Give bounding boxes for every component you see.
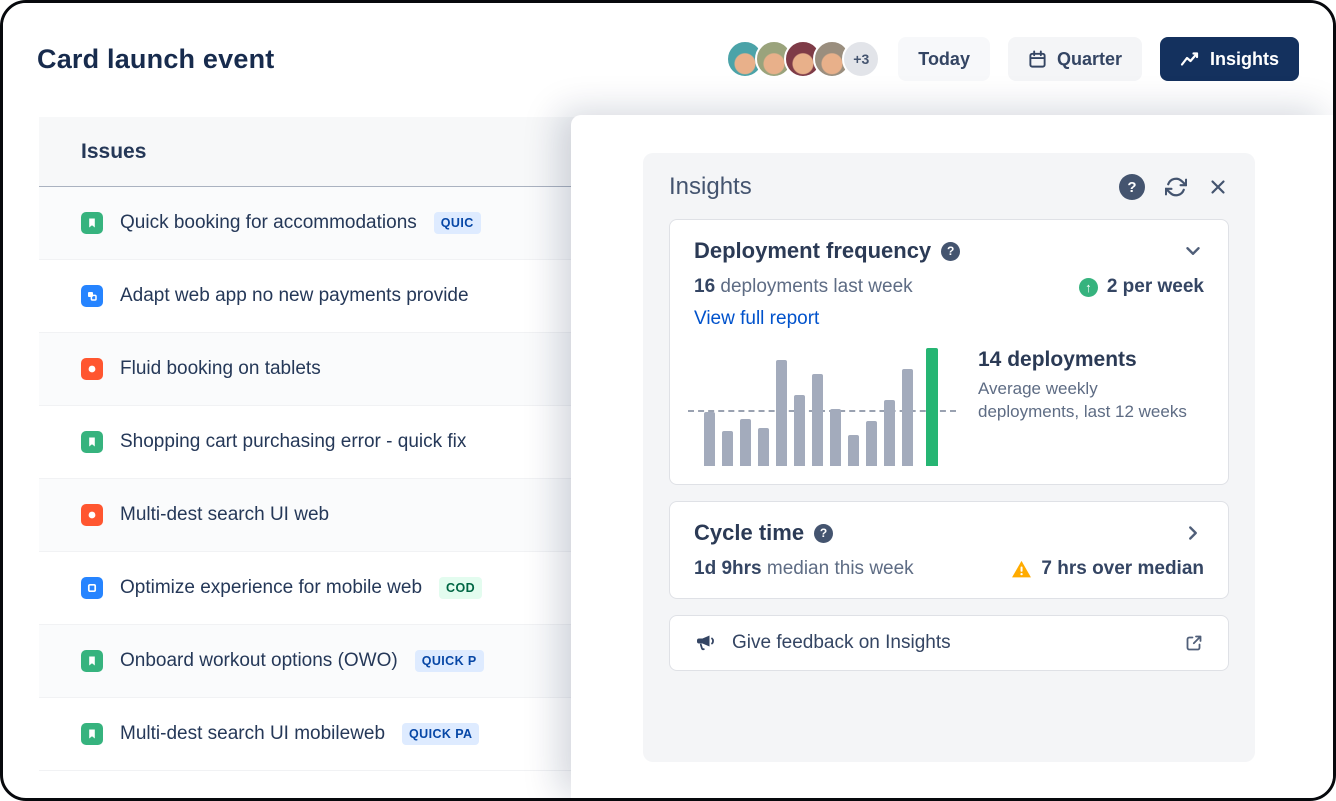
help-icon[interactable]: ?	[941, 241, 961, 261]
cycle-card-title: Cycle time	[694, 520, 805, 545]
cycle-time-card: Cycle time ? 1d 9hrs median this week	[669, 501, 1229, 599]
cycle-card-header[interactable]: Cycle time ?	[694, 520, 1204, 546]
deployment-bar	[812, 373, 823, 466]
warning-icon	[1011, 559, 1032, 580]
issue-badge: QUICK P	[414, 650, 484, 672]
insights-chart-icon	[1180, 49, 1200, 69]
view-full-report-link[interactable]: View full report	[694, 308, 820, 329]
avg-deployments-value: 14 deployments	[978, 348, 1137, 371]
issue-title: Fluid booking on tablets	[120, 358, 321, 379]
warning-label: 7 hrs over median	[1041, 558, 1204, 579]
deployment-bar	[848, 435, 859, 466]
page-title: Card launch event	[37, 43, 275, 74]
issue-badge: QUIC	[433, 212, 481, 234]
deployment-bar	[776, 359, 787, 466]
deployment-bar	[740, 418, 751, 466]
today-button[interactable]: Today	[898, 37, 990, 81]
insights-panel-title: Insights	[669, 173, 752, 200]
deployment-card-title: Deployment frequency	[694, 238, 932, 263]
insights-button[interactable]: Insights	[1159, 37, 1299, 81]
deployment-bar	[758, 428, 769, 466]
cycle-stat: 1d 9hrs median this week	[694, 558, 914, 579]
issue-title: Quick booking for accommodations	[120, 212, 417, 233]
trend-label: 2 per week	[1106, 276, 1204, 297]
bug-icon	[81, 358, 103, 380]
deployment-bar	[902, 369, 913, 466]
chevron-right-icon[interactable]	[1182, 522, 1204, 544]
insights-overlay: Insights ?	[571, 115, 1333, 798]
refresh-icon	[1165, 176, 1187, 198]
deployment-bar	[884, 399, 895, 466]
external-link-icon[interactable]	[1184, 633, 1204, 653]
deployment-bar-highlight	[926, 348, 938, 466]
insights-panel-actions: ?	[1119, 174, 1229, 200]
insights-panel: Insights ?	[643, 153, 1255, 762]
deployment-bar	[830, 409, 841, 466]
story-icon	[81, 650, 103, 672]
insights-button-label: Insights	[1209, 48, 1279, 69]
help-button[interactable]: ?	[1119, 174, 1145, 200]
chevron-down-icon[interactable]	[1182, 240, 1204, 262]
avatar-overflow-count[interactable]: +3	[842, 40, 881, 78]
cycle-stat-row: 1d 9hrs median this week 7 hrs over medi…	[694, 558, 1204, 580]
give-feedback-row[interactable]: Give feedback on Insights	[694, 632, 1204, 654]
deployment-bar	[794, 395, 805, 466]
avatar-group[interactable]: +3	[726, 40, 881, 78]
issue-title: Adapt web app no new payments provide	[120, 285, 469, 306]
task-icon	[81, 577, 103, 599]
deployment-card-header[interactable]: Deployment frequency ?	[694, 238, 1204, 264]
header: Card launch event +3 Today Quarter Insig…	[3, 3, 1333, 115]
issue-title: Multi-dest search UI mobileweb	[120, 723, 386, 744]
insights-panel-header: Insights ?	[669, 173, 1229, 201]
avg-deployments-caption: Average weekly deployments, last 12 week…	[978, 379, 1187, 422]
deployment-stat: 16 deployments last week	[694, 276, 913, 297]
header-controls: +3 Today Quarter Insights	[726, 37, 1299, 81]
deployment-stat-row: 16 deployments last week ↑ 2 per week	[694, 276, 1204, 298]
issue-title: Optimize experience for mobile web	[120, 577, 423, 598]
bug-icon	[81, 504, 103, 526]
deployment-frequency-card: Deployment frequency ? 16 deployments la…	[669, 219, 1229, 485]
trend-up-icon: ↑	[1078, 277, 1098, 297]
cycle-warning: 7 hrs over median	[1011, 558, 1204, 580]
deployment-bar	[866, 421, 877, 466]
deployment-bar	[722, 430, 733, 466]
story-icon	[81, 431, 103, 453]
close-button[interactable]	[1207, 176, 1229, 198]
issue-badge: COD	[439, 577, 483, 599]
feedback-card: Give feedback on Insights	[669, 615, 1229, 671]
issue-title: Onboard workout options (OWO)	[120, 650, 398, 671]
issue-title: Shopping cart purchasing error - quick f…	[120, 431, 467, 452]
quarter-button[interactable]: Quarter	[1007, 37, 1142, 81]
story-icon	[81, 212, 103, 234]
megaphone-icon	[694, 632, 716, 654]
help-icon[interactable]: ?	[814, 523, 834, 543]
issue-title: Multi-dest search UI web	[120, 504, 330, 525]
calendar-icon	[1028, 49, 1047, 69]
deployment-bar	[704, 411, 715, 466]
deployment-chart-note: 14 deployments Average weekly deployment…	[978, 348, 1193, 424]
feedback-label: Give feedback on Insights	[732, 632, 951, 653]
refresh-button[interactable]	[1165, 176, 1187, 198]
subtask-icon	[81, 285, 103, 307]
quarter-button-label: Quarter	[1056, 48, 1122, 69]
story-icon	[81, 723, 103, 745]
help-icon: ?	[1119, 174, 1145, 200]
deployment-chart-row: 14 deployments Average weekly deployment…	[688, 348, 1204, 466]
close-icon	[1207, 176, 1229, 198]
issue-badge: QUICK PA	[402, 723, 480, 745]
deployment-trend: ↑ 2 per week	[1078, 276, 1204, 298]
deployment-chart	[688, 348, 956, 466]
